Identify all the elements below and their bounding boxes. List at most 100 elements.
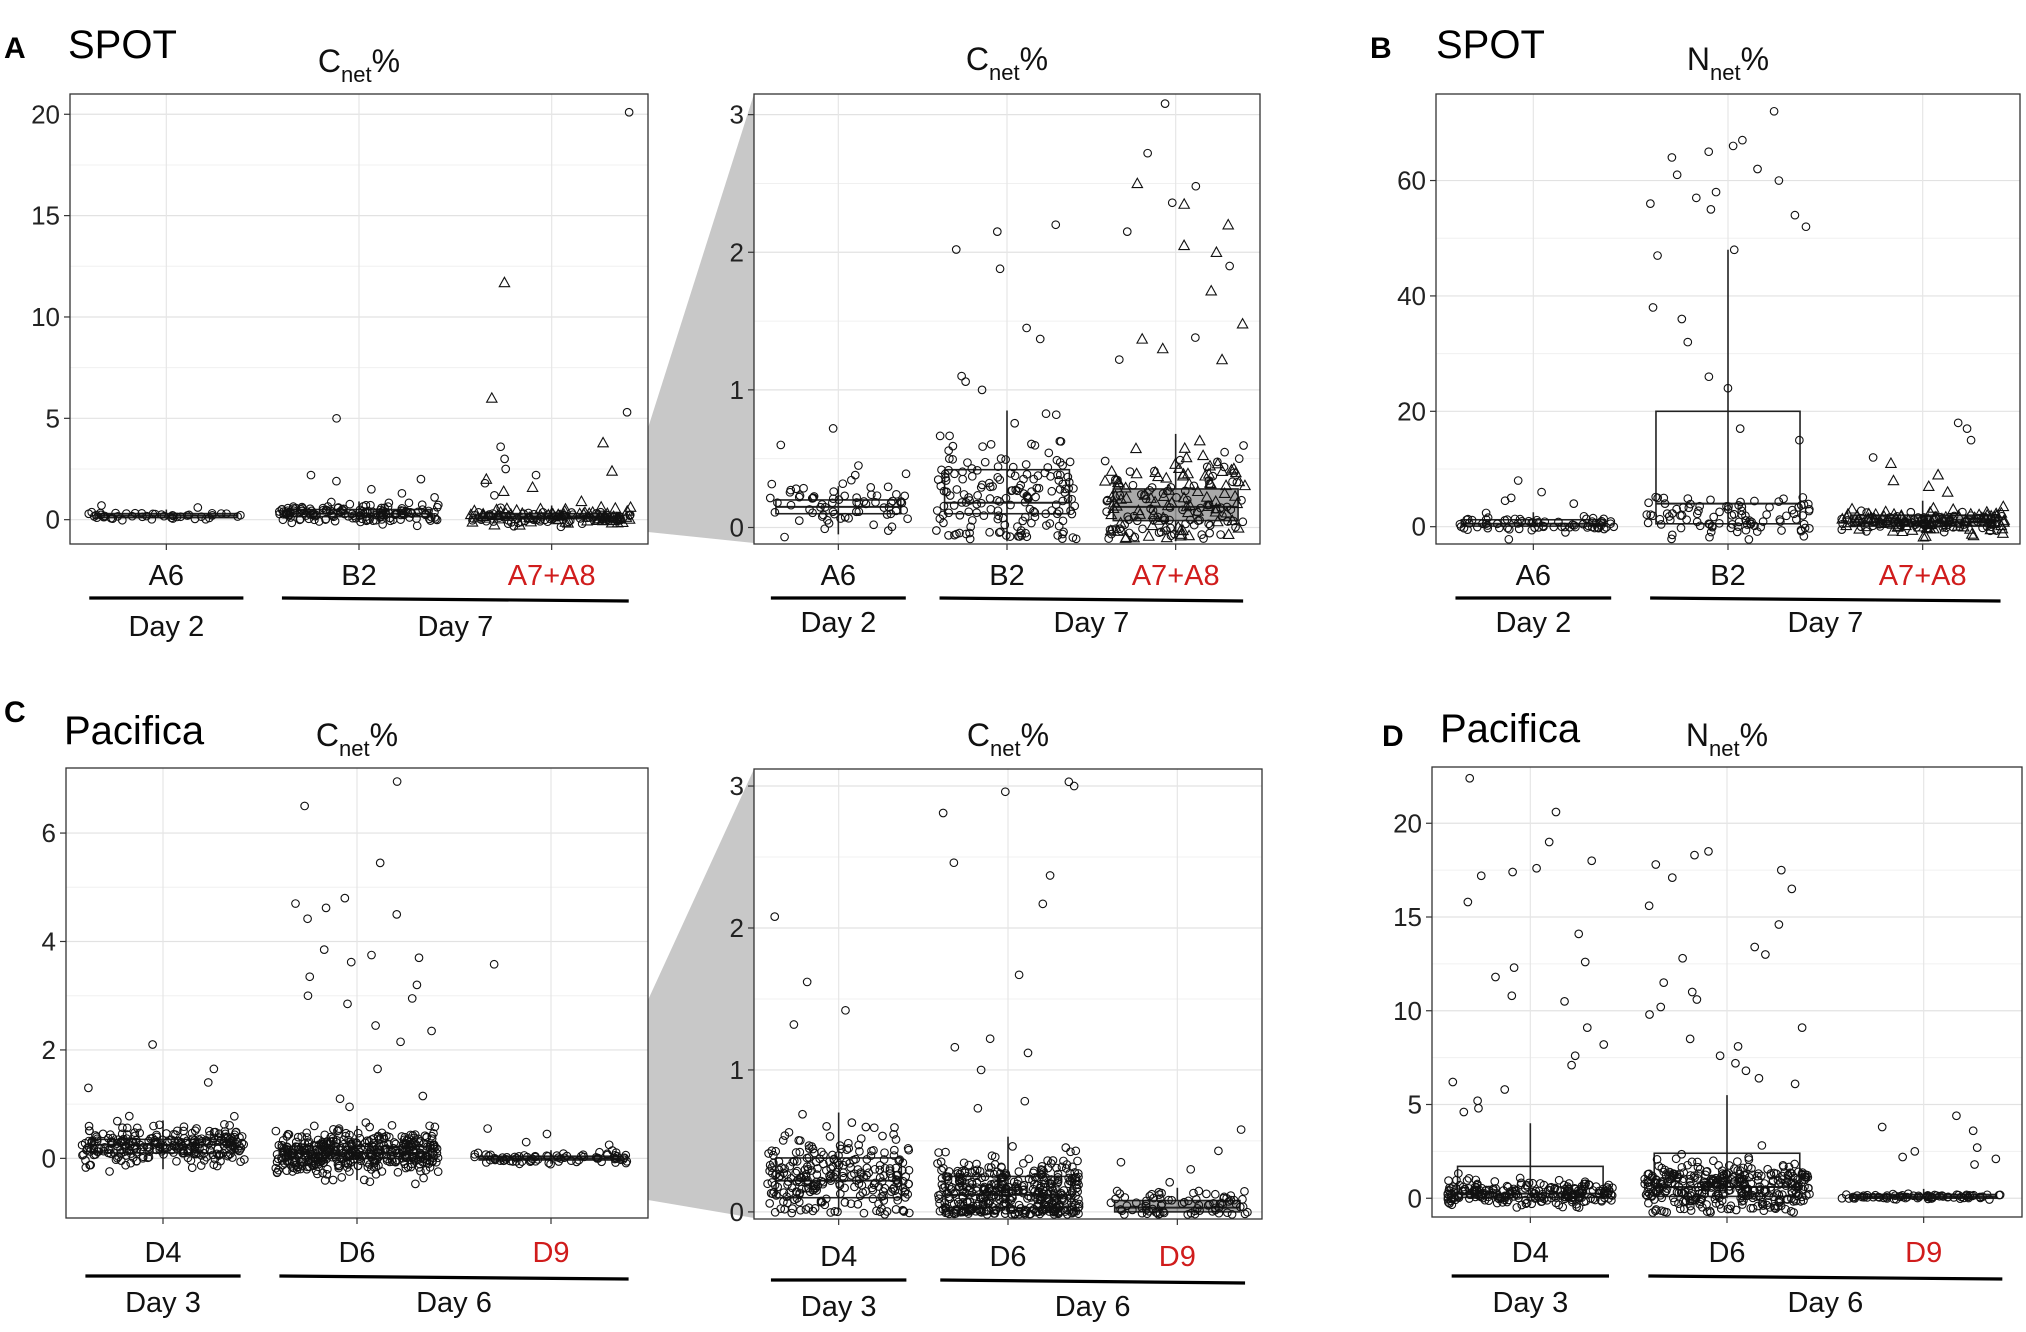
data-point-circle: [871, 497, 880, 507]
data-point-circle: [1668, 1193, 1678, 1203]
data-point-circle: [1554, 1175, 1564, 1185]
data-point-circle: [903, 514, 912, 524]
data-point-circle: [1165, 1177, 1175, 1187]
data-point-circle: [1652, 1155, 1662, 1164]
data-point-circle: [787, 1183, 797, 1193]
data-point-circle: [1507, 991, 1517, 1001]
data-point-circle: [280, 1146, 290, 1156]
data-point-circle: [207, 508, 217, 518]
y-tick-label: 0: [46, 505, 60, 535]
data-point-circle: [1563, 1192, 1573, 1202]
data-point-circle: [321, 903, 331, 913]
data-point-triangle: [1138, 488, 1151, 500]
data-point-circle: [1035, 334, 1045, 344]
data-point-circle: [1443, 1194, 1453, 1204]
data-point-circle: [864, 1168, 874, 1178]
plot-title-main: N: [1686, 717, 1709, 753]
category-label: D6: [989, 1241, 1026, 1273]
data-point-circle: [1067, 1208, 1077, 1218]
data-point-circle: [1219, 1192, 1229, 1202]
data-point-circle: [1120, 1193, 1130, 1202]
data-point-circle: [1186, 1164, 1196, 1174]
data-point-circle: [1991, 1154, 2001, 1164]
data-point-circle: [852, 493, 861, 502]
data-point-circle: [229, 1111, 239, 1121]
data-point-circle: [1790, 1185, 1799, 1195]
data-point-circle: [1699, 1177, 1709, 1187]
data-point-circle: [517, 1157, 527, 1166]
data-point-circle: [859, 1208, 869, 1218]
data-point-circle: [1754, 1169, 1763, 1178]
zoom-wedge-panel-a: [648, 94, 754, 543]
panel-letter-d: D: [1382, 720, 1404, 753]
data-point-circle: [1029, 474, 1039, 484]
data-point-circle: [1122, 1201, 1132, 1211]
data-point-circle: [1527, 518, 1537, 528]
data-point-circle: [371, 1169, 381, 1179]
data-point-circle: [826, 1208, 836, 1217]
data-point-circle: [1122, 227, 1132, 236]
data-point-circle: [1733, 1157, 1742, 1166]
data-point-circle: [1512, 1203, 1522, 1212]
data-point-circle: [770, 1180, 780, 1190]
data-point-circle: [880, 1210, 890, 1219]
data-point-circle: [169, 1148, 178, 1157]
data-point-circle: [1682, 515, 1692, 525]
data-point-circle: [1715, 1051, 1725, 1061]
data-point-circle: [542, 1129, 552, 1139]
data-point-circle: [945, 491, 955, 500]
data-point-circle: [1642, 510, 1652, 520]
data-point-circle: [602, 1149, 612, 1159]
data-point-circle: [1738, 135, 1747, 145]
data-point-circle: [1223, 517, 1233, 526]
data-point-circle: [375, 1149, 385, 1158]
category-label: D6: [338, 1237, 375, 1269]
data-point-circle: [1776, 865, 1786, 875]
data-point-circle: [828, 507, 838, 517]
data-point-circle: [111, 1155, 121, 1165]
zoom-wedge-panel-c: [648, 769, 754, 1218]
data-point-circle: [1560, 522, 1570, 532]
data-point-circle: [574, 1155, 584, 1165]
data-point-circle: [406, 508, 415, 517]
data-point-circle: [544, 1158, 554, 1168]
data-point-circle: [184, 510, 194, 520]
data-point-circle: [798, 1109, 807, 1119]
data-point-triangle: [494, 505, 507, 517]
data-point-circle: [802, 977, 812, 987]
plot-title-subscript: net: [339, 736, 370, 761]
data-point-circle: [1705, 520, 1714, 529]
data-point-circle: [1647, 1191, 1657, 1200]
panel-letter-c: C: [4, 696, 26, 729]
category-label: A6: [149, 560, 184, 592]
data-point-circle: [780, 1204, 789, 1214]
data-point-circle: [808, 1144, 818, 1154]
data-point-triangle: [1196, 449, 1210, 461]
data-point-circle: [328, 1136, 338, 1146]
data-point-circle: [1155, 1194, 1165, 1203]
data-point-triangle: [491, 508, 504, 520]
group-label-pacifica-c: Pacifica: [64, 709, 205, 753]
data-point-triangle: [1204, 477, 1218, 489]
data-point-circle: [1492, 1198, 1502, 1208]
data-point-circle: [1066, 506, 1075, 516]
data-point-circle: [430, 493, 439, 502]
data-point-circle: [825, 1132, 835, 1141]
plot-title-main: C: [966, 41, 989, 77]
data-point-circle: [1706, 205, 1716, 214]
data-point-circle: [996, 454, 1006, 463]
data-point-circle: [1189, 1188, 1198, 1198]
data-point-circle: [334, 503, 343, 512]
data-point-circle: [944, 531, 953, 540]
data-point-triangle: [1988, 515, 2002, 528]
data-point-circle: [1111, 1194, 1120, 1204]
data-point-circle: [143, 1153, 153, 1163]
data-point-circle: [816, 502, 825, 512]
data-point-circle: [375, 858, 385, 868]
data-point-circle: [1789, 509, 1799, 519]
data-point-circle: [220, 1119, 229, 1129]
data-point-circle: [500, 454, 509, 464]
data-point-circle: [1582, 1023, 1592, 1032]
category-label: D9: [1905, 1237, 1942, 1269]
data-point-circle: [972, 499, 982, 509]
